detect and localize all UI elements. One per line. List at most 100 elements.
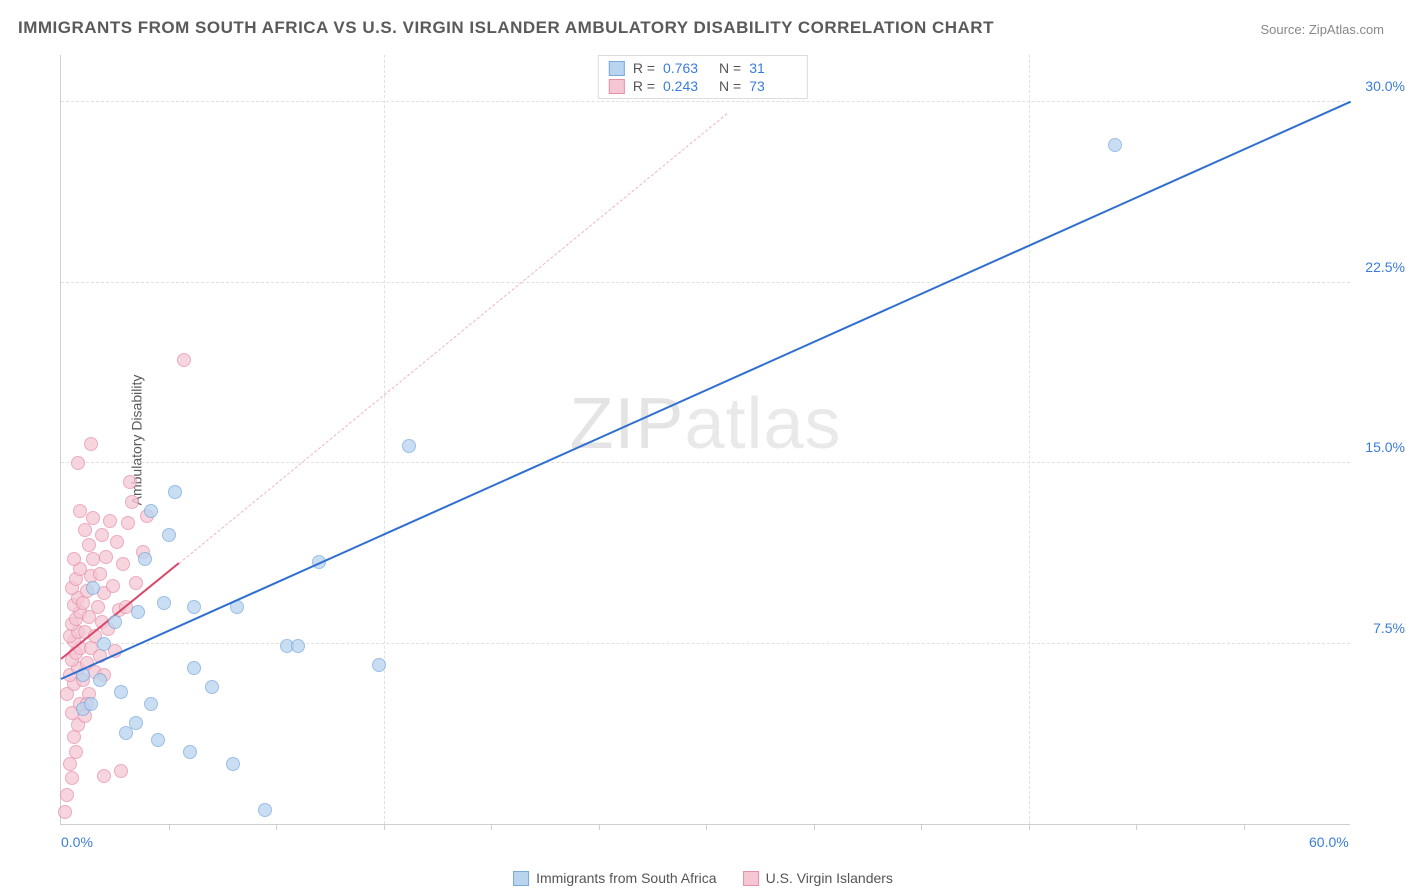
legend-swatch [513, 871, 529, 886]
legend-item: U.S. Virgin Islanders [743, 870, 893, 886]
scatter-point [162, 528, 176, 542]
legend-swatch [743, 871, 759, 886]
gridline-h [61, 282, 1350, 283]
scatter-point [116, 557, 130, 571]
scatter-point [226, 757, 240, 771]
scatter-point [69, 745, 83, 759]
scatter-point [177, 353, 191, 367]
x-tick [599, 824, 600, 830]
scatter-point [123, 475, 137, 489]
x-tick [706, 824, 707, 830]
scatter-point [82, 538, 96, 552]
x-tick [491, 824, 492, 830]
source-label: Source: ZipAtlas.com [1260, 22, 1384, 37]
scatter-point [114, 685, 128, 699]
trendline-dashed [179, 113, 728, 564]
r-value: 0.763 [663, 60, 711, 76]
gridline-v [1029, 55, 1030, 824]
scatter-point [131, 605, 145, 619]
scatter-point [258, 803, 272, 817]
r-value: 0.243 [663, 78, 711, 94]
legend-stat-row: R = 0.763 N = 31 [609, 60, 797, 76]
legend-swatch [609, 61, 625, 76]
r-label: R = [633, 78, 655, 94]
x-tick-label: 60.0% [1309, 834, 1349, 850]
scatter-point [144, 504, 158, 518]
legend-swatch [609, 79, 625, 94]
n-value: 31 [749, 60, 797, 76]
scatter-point [84, 697, 98, 711]
x-tick-label: 0.0% [61, 834, 93, 850]
x-tick [1244, 824, 1245, 830]
scatter-point [84, 437, 98, 451]
scatter-point [97, 769, 111, 783]
scatter-point [86, 552, 100, 566]
n-value: 73 [749, 78, 797, 94]
scatter-point [65, 771, 79, 785]
scatter-point [110, 535, 124, 549]
scatter-point [76, 596, 90, 610]
scatter-point [372, 658, 386, 672]
scatter-point [93, 673, 107, 687]
scatter-point [114, 764, 128, 778]
gridline-h [61, 101, 1350, 102]
scatter-point [86, 511, 100, 525]
chart-title: IMMIGRANTS FROM SOUTH AFRICA VS U.S. VIR… [18, 18, 994, 38]
y-tick-label: 30.0% [1365, 78, 1405, 94]
scatter-point [138, 552, 152, 566]
y-tick-label: 22.5% [1365, 259, 1405, 275]
scatter-point [86, 581, 100, 595]
y-tick-label: 7.5% [1373, 620, 1405, 636]
x-tick [921, 824, 922, 830]
scatter-point [157, 596, 171, 610]
scatter-point [99, 550, 113, 564]
gridline-v [384, 55, 385, 824]
x-tick [384, 824, 385, 830]
x-tick [1029, 824, 1030, 830]
scatter-point [108, 615, 122, 629]
x-tick [169, 824, 170, 830]
scatter-point [205, 680, 219, 694]
legend-label: U.S. Virgin Islanders [766, 870, 893, 886]
x-tick [814, 824, 815, 830]
x-tick [276, 824, 277, 830]
n-label: N = [719, 60, 741, 76]
scatter-point [67, 730, 81, 744]
scatter-point [291, 639, 305, 653]
scatter-point [91, 600, 105, 614]
x-tick [1136, 824, 1137, 830]
legend-label: Immigrants from South Africa [536, 870, 717, 886]
r-label: R = [633, 60, 655, 76]
scatter-point [402, 439, 416, 453]
scatter-point [144, 697, 158, 711]
scatter-point [129, 716, 143, 730]
scatter-point [129, 576, 143, 590]
scatter-point [151, 733, 165, 747]
scatter-point [73, 504, 87, 518]
scatter-point [168, 485, 182, 499]
legend-stats: R = 0.763 N = 31 R = 0.243 N = 73 [598, 55, 808, 99]
scatter-point [183, 745, 197, 759]
scatter-point [63, 757, 77, 771]
scatter-point [187, 600, 201, 614]
scatter-point [1108, 138, 1122, 152]
scatter-point [60, 788, 74, 802]
legend-stat-row: R = 0.243 N = 73 [609, 78, 797, 94]
gridline-h [61, 643, 1350, 644]
scatter-point [125, 495, 139, 509]
y-tick-label: 15.0% [1365, 439, 1405, 455]
scatter-point [78, 523, 92, 537]
scatter-point [97, 637, 111, 651]
legend-series: Immigrants from South Africa U.S. Virgin … [513, 870, 893, 886]
scatter-point [95, 528, 109, 542]
trendline [61, 100, 1352, 679]
n-label: N = [719, 78, 741, 94]
scatter-point [121, 516, 135, 530]
watermark: ZIPatlas [569, 383, 841, 465]
plot-area: Ambulatory Disability ZIPatlas 7.5%15.0%… [60, 55, 1350, 825]
scatter-point [67, 552, 81, 566]
scatter-point [187, 661, 201, 675]
scatter-point [106, 579, 120, 593]
scatter-point [103, 514, 117, 528]
gridline-h [61, 462, 1350, 463]
